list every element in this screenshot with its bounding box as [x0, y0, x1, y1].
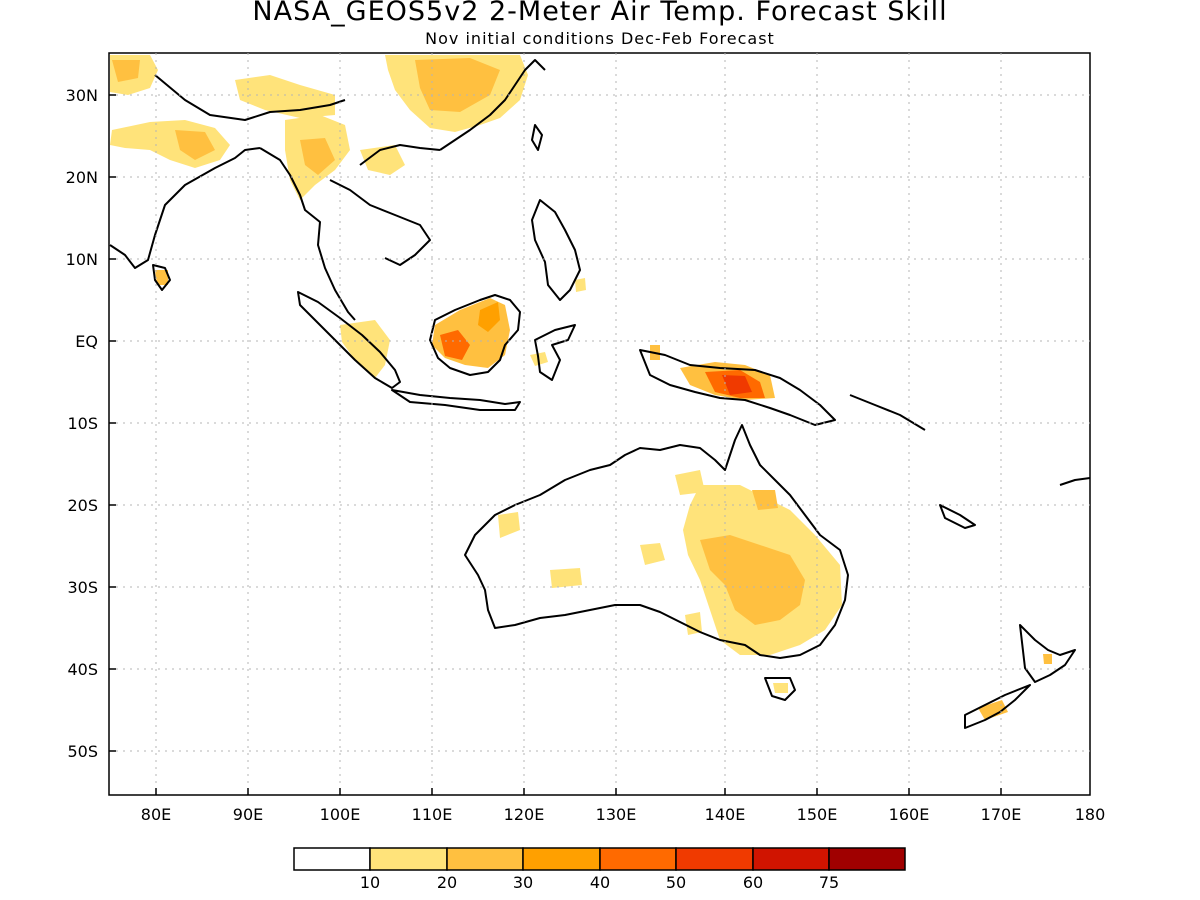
colorbar: 10 20 30 40 50 60 75: [293, 847, 906, 892]
skill-shading: [110, 55, 1052, 720]
lon-label: 80E: [141, 805, 171, 824]
lat-label: EQ: [75, 332, 98, 351]
lat-label: 40S: [67, 660, 98, 679]
lat-labels: 30N 20N 10N EQ 10S 20S 30S 40S 50S: [66, 86, 98, 761]
lat-label: 20N: [66, 168, 98, 187]
map-subtitle: Nov initial conditions Dec-Feb Forecast: [425, 29, 775, 48]
lon-labels: 80E 90E 100E 110E 120E 130E 140E 150E 16…: [141, 805, 1106, 824]
colorbar-swatch: [369, 847, 448, 871]
colorbar-swatch: [675, 847, 754, 871]
colorbar-swatch: [828, 847, 906, 871]
colorbar-label: 60: [743, 873, 763, 892]
colorbar-label: 30: [513, 873, 533, 892]
lat-label: 30S: [67, 578, 98, 597]
colorbar-swatch: [522, 847, 601, 871]
lon-label: 100E: [320, 805, 361, 824]
map-frame: [108, 52, 1091, 796]
coastlines: [109, 59, 1091, 729]
lon-label: 180: [1075, 805, 1106, 824]
lat-label: 20S: [67, 496, 98, 515]
colorbar-label: 20: [437, 873, 457, 892]
gridlines: [109, 53, 1090, 795]
lon-label: 120E: [504, 805, 545, 824]
lat-label: 50S: [67, 742, 98, 761]
colorbar-swatch: [293, 847, 371, 871]
lat-label: 10S: [67, 414, 98, 433]
colorbar-label: 75: [819, 873, 839, 892]
lon-label: 130E: [596, 805, 637, 824]
colorbar-label: 10: [360, 873, 380, 892]
lon-label: 150E: [797, 805, 838, 824]
lat-label: 30N: [66, 86, 98, 105]
colorbar-label: 40: [590, 873, 610, 892]
colorbar-swatch: [446, 847, 524, 871]
tick-marks: [109, 94, 1002, 795]
lon-label: 160E: [889, 805, 930, 824]
lat-label: 10N: [66, 250, 98, 269]
lon-label: 110E: [412, 805, 453, 824]
colorbar-label: 50: [666, 873, 686, 892]
colorbar-swatch: [752, 847, 830, 871]
colorbar-swatch: [599, 847, 677, 871]
lon-label: 140E: [705, 805, 746, 824]
lon-label: 90E: [233, 805, 263, 824]
map-title: NASA_GEOS5v2 2-Meter Air Temp. Forecast …: [252, 0, 948, 27]
lon-label: 170E: [981, 805, 1022, 824]
